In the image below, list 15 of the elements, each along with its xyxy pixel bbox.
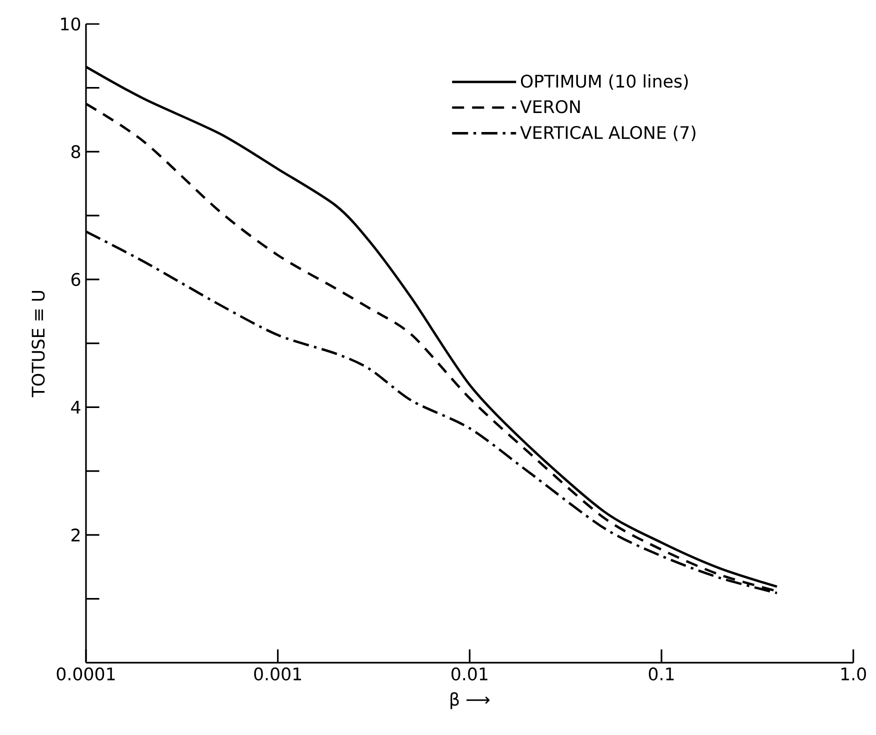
x-tick-label: 0.01 (452, 668, 488, 681)
legend-label: OPTIMUM (10 lines) (520, 74, 688, 90)
y-tick-label: 4 (71, 401, 80, 414)
x-tick-label: 1.0 (841, 668, 866, 681)
legend-label: VERON (520, 100, 580, 114)
x-axis-title: β ⟶ (450, 692, 490, 710)
x-tick-label: 0.0001 (56, 668, 115, 681)
y-tick-label: 10 (61, 18, 80, 31)
x-tick-label: 0.001 (254, 668, 302, 681)
y-tick-label: 8 (71, 145, 80, 158)
y-tick-label: 2 (72, 528, 80, 542)
y-axis-title: TOTUSE ≡ U (32, 291, 45, 398)
y-tick-label: 6 (71, 273, 80, 286)
legend-label: VERTICAL ALONE (7) (520, 126, 696, 142)
x-tick-label: 0.1 (648, 668, 674, 681)
